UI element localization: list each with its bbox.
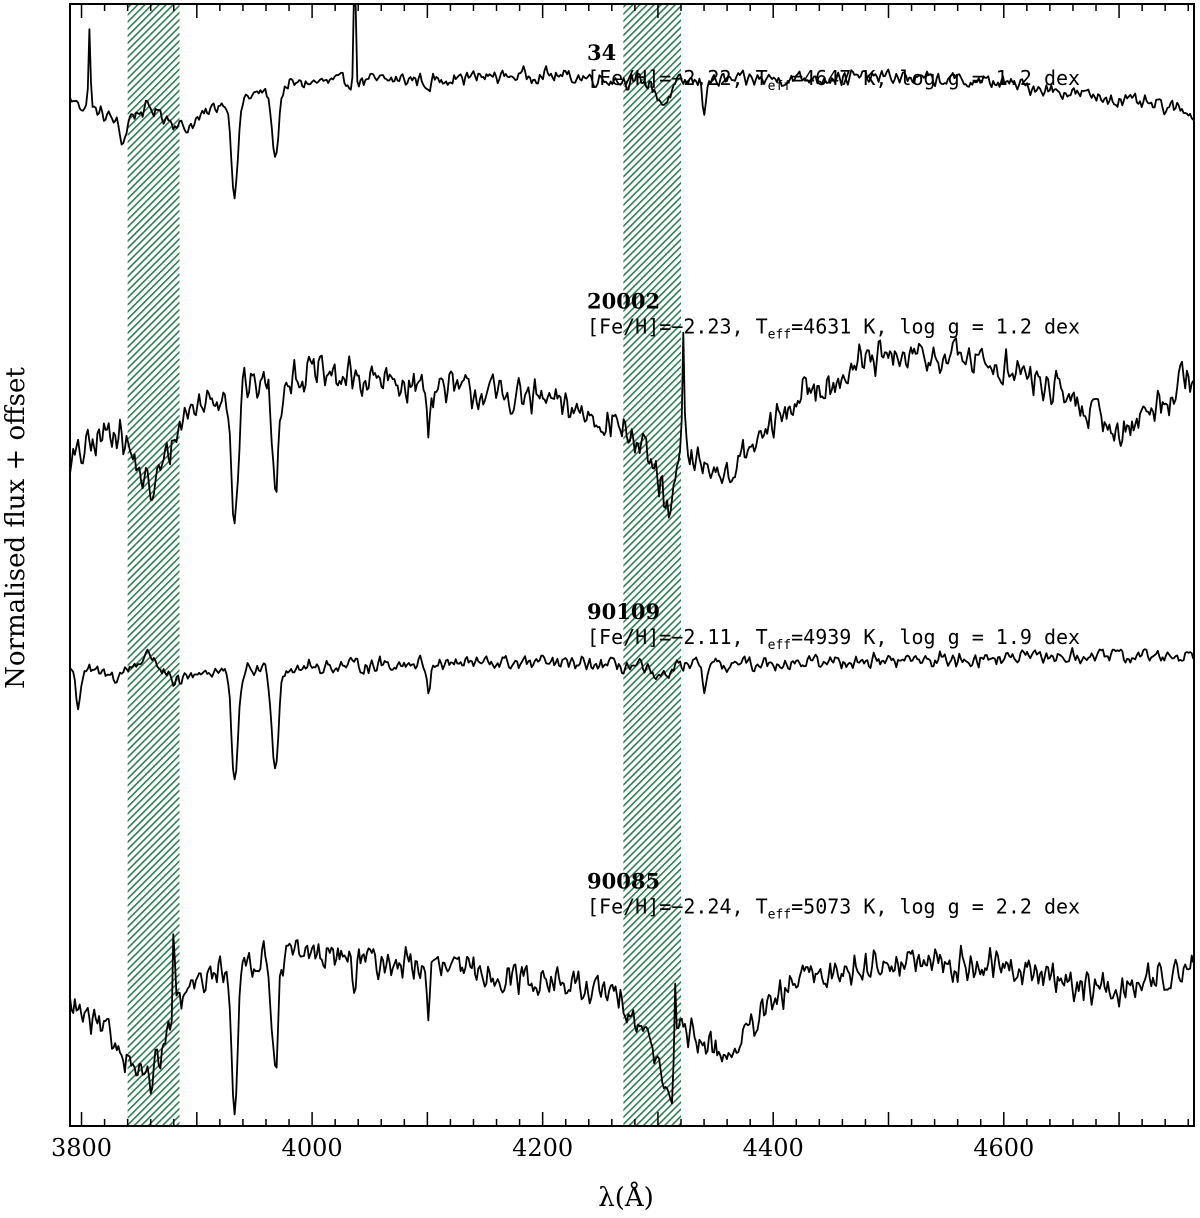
star-id-34: 34 — [587, 40, 616, 65]
param-rest: =4939 K, log g = 1.9 dex — [791, 625, 1080, 649]
spectrum-90109 — [70, 647, 1194, 781]
x-tick-label-3800: 3800 — [51, 1134, 112, 1162]
highlight-band-2 — [623, 4, 681, 1126]
param-t-sub: eff — [768, 907, 791, 922]
spectra-lines — [70, 4, 1194, 1116]
x-tick-label-4400: 4400 — [743, 1134, 804, 1162]
star-id-20002: 20002 — [587, 288, 660, 313]
spectrum-20002 — [70, 331, 1194, 525]
param-feh: [Fe/H]=−2.11, — [587, 625, 756, 649]
star-params-90085: [Fe/H]=−2.24, Teff=5073 K, log g = 2.2 d… — [587, 894, 1080, 922]
star-params-90109: [Fe/H]=−2.11, Teff=4939 K, log g = 1.9 d… — [587, 625, 1080, 653]
star-params-34: [Fe/H]=−2.22, Teff=4647 K, log g = 1.2 d… — [587, 66, 1080, 94]
param-t: T — [756, 66, 768, 90]
spectrum-34 — [70, 4, 1194, 200]
param-feh: [Fe/H]=−2.22, — [587, 66, 756, 90]
param-feh: [Fe/H]=−2.23, — [587, 314, 756, 338]
highlight-band-1 — [127, 4, 180, 1126]
param-t-sub: eff — [768, 79, 791, 94]
star-id-90085: 90085 — [587, 868, 660, 893]
x-tick-label-4200: 4200 — [512, 1134, 573, 1162]
plot-frame — [69, 3, 1195, 1127]
param-rest: =4631 K, log g = 1.2 dex — [791, 314, 1080, 338]
spectrum-labels: 34[Fe/H]=−2.22, Teff=4647 K, log g = 1.2… — [587, 40, 1080, 922]
y-axis-label: Normalised flux + offset — [1, 367, 31, 689]
param-feh: [Fe/H]=−2.24, — [587, 894, 756, 918]
param-t-sub: eff — [768, 327, 791, 342]
x-tick-label-4000: 4000 — [282, 1134, 343, 1162]
x-axis-label: λ(Å) — [598, 1181, 654, 1213]
param-rest: =4647 K, log g = 1.2 dex — [791, 66, 1080, 90]
x-axis-ticks: 3800 4000 4200 4400 4600 — [51, 4, 1189, 1162]
x-tick-label-4600: 4600 — [973, 1134, 1034, 1162]
star-params-20002: [Fe/H]=−2.23, Teff=4631 K, log g = 1.2 d… — [587, 314, 1080, 342]
star-id-90109: 90109 — [587, 599, 660, 624]
highlight-bands — [127, 4, 681, 1126]
param-t: T — [756, 894, 768, 918]
param-t: T — [756, 625, 768, 649]
spectrum-90085 — [70, 933, 1194, 1116]
param-t: T — [756, 314, 768, 338]
param-rest: =5073 K, log g = 2.2 dex — [791, 894, 1080, 918]
param-t-sub: eff — [768, 638, 791, 653]
